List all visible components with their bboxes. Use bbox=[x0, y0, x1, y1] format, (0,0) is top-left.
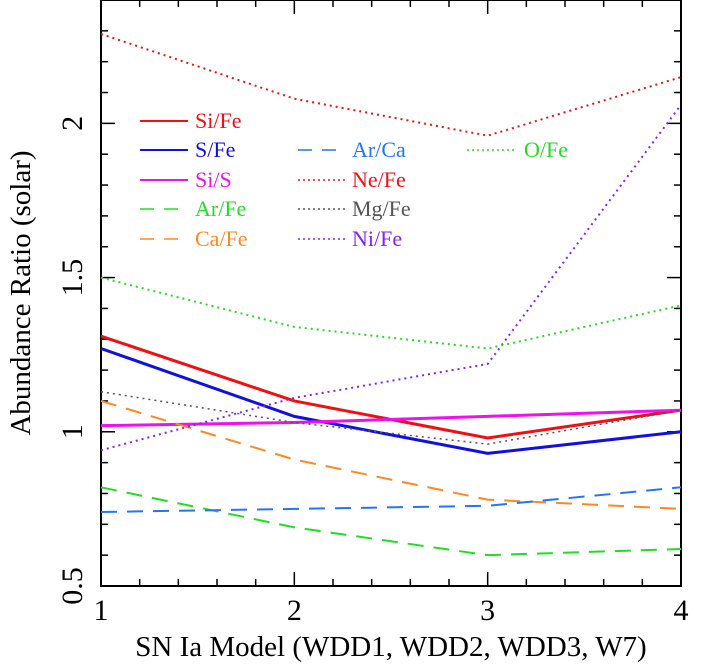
legend: Si/Fe S/Fe Si/S Ar/Fe Ca/Fe Ar/Ca Ne/Fe Mg/Fe Ni… bbox=[140, 108, 568, 251]
x-tick-label: 4 bbox=[674, 594, 689, 627]
x-tick-label: 3 bbox=[480, 594, 495, 627]
x-tick-label: 1 bbox=[94, 594, 109, 627]
series-line-ca-fe bbox=[100, 399, 682, 510]
series-line-mg-fe bbox=[100, 390, 682, 445]
series-line-si-s bbox=[100, 408, 682, 428]
x-tick-label: 2 bbox=[287, 594, 302, 627]
legend-label: Ar/Fe bbox=[195, 196, 246, 221]
y-tick-label: 1.5 bbox=[56, 259, 89, 297]
series-line-ar-fe bbox=[100, 486, 682, 557]
series-line-o-fe bbox=[100, 276, 682, 350]
tick-labels: 1 2 3 40.511.52 bbox=[56, 116, 689, 627]
legend-label: Si/Fe bbox=[195, 108, 241, 133]
y-tick-label: 1 bbox=[56, 424, 89, 439]
legend-label: Si/S bbox=[195, 167, 232, 192]
plot-frame bbox=[100, 0, 682, 587]
legend-label: Ca/Fe bbox=[195, 226, 248, 251]
ticks bbox=[100, 0, 682, 587]
series-lines bbox=[100, 32, 682, 557]
legend-label: Ni/Fe bbox=[352, 226, 402, 251]
legend-label: Ar/Ca bbox=[352, 137, 406, 162]
legend-label: S/Fe bbox=[195, 137, 235, 162]
legend-label: Ne/Fe bbox=[352, 167, 406, 192]
series-line-si-fe bbox=[100, 334, 682, 440]
series-line-ni-fe bbox=[100, 104, 682, 452]
y-tick-label: 2 bbox=[56, 116, 89, 131]
y-tick-label: 0.5 bbox=[56, 567, 89, 605]
x-axis-title: SN Ia Model (WDD1, WDD2, WDD3, W7) bbox=[135, 631, 646, 663]
series-line-ar-ca bbox=[100, 486, 682, 513]
y-axis-title: Abundance Ratio (solar) bbox=[5, 150, 37, 435]
series-line-s-fe bbox=[100, 347, 682, 455]
legend-label: O/Fe bbox=[524, 137, 568, 162]
legend-label: Mg/Fe bbox=[352, 196, 411, 221]
